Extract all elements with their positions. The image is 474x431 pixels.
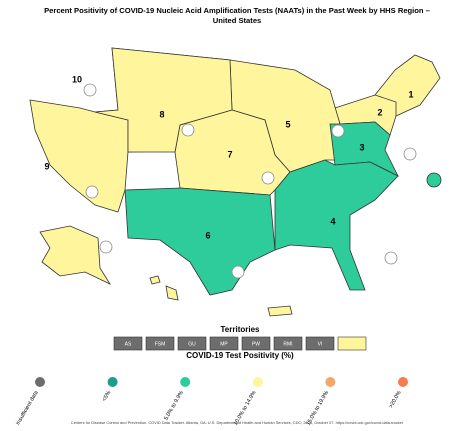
legend-swatch: [107, 377, 118, 387]
region-label: 4: [330, 216, 335, 226]
legend-swatch: [252, 377, 263, 387]
region-label: 6: [205, 230, 210, 240]
region-label: 2: [377, 107, 382, 117]
region-shape: [124, 187, 276, 296]
territory-label: FSM: [155, 342, 166, 348]
marker: [261, 171, 275, 185]
territory-label: VI: [318, 342, 323, 348]
region-shape: [274, 159, 399, 291]
marker: [231, 265, 245, 279]
legend-title: COVID-19 Test Positivity (%): [186, 351, 294, 360]
marker: [403, 147, 417, 161]
territory-label: PW: [252, 342, 260, 348]
region-label: 9: [44, 161, 49, 171]
territory-box: [177, 336, 207, 351]
legend-label: Insufficient data: [15, 389, 40, 426]
marker: [181, 123, 195, 137]
marker: [85, 185, 99, 199]
map: [29, 47, 442, 317]
territory-box: [241, 336, 271, 351]
dc-shape: [426, 172, 442, 188]
marker: [331, 124, 345, 138]
marker: [83, 83, 97, 97]
territory-box: [145, 336, 175, 351]
legend-label: <5%: [102, 390, 113, 403]
alaska-shape: [39, 225, 112, 285]
marker: [99, 240, 113, 254]
territory-box: [113, 336, 143, 351]
legend-swatch: [398, 377, 408, 387]
territory-box: [273, 336, 303, 351]
region-labels: 1 2 3 4 5 6 7 8 9 10: [44, 74, 413, 240]
region-label: 1: [408, 89, 413, 99]
region-label: 7: [227, 149, 232, 159]
territory-label: MP: [220, 342, 228, 348]
legend-swatch: [35, 377, 45, 387]
territory-label: AS: [125, 342, 132, 348]
region-label: 10: [72, 74, 82, 84]
marker: [384, 251, 398, 265]
territory-label: RMI: [283, 342, 292, 348]
territory-box: [305, 336, 335, 351]
region-shape: [94, 47, 233, 153]
legend-swatch: [325, 377, 336, 387]
territory-box: [209, 336, 239, 351]
region-label: 3: [359, 142, 364, 152]
legend-swatch: [180, 377, 191, 387]
region-shape: [29, 99, 129, 213]
territories: AS FSM GU MP PW RMI VI: [113, 336, 367, 351]
territory-label: GU: [188, 342, 196, 348]
region-label: 5: [285, 119, 290, 129]
territory-box: [337, 336, 367, 351]
title: Percent Positivity of COVID-19 Nucleic A…: [44, 6, 430, 25]
region-label: 8: [159, 109, 164, 119]
territories-title: Territories: [221, 325, 261, 334]
footer: Centers for Disease Control and Preventi…: [71, 420, 404, 425]
puerto-rico-shape: [267, 305, 293, 317]
legend-label: 5.0% to 9.9%: [163, 390, 185, 421]
hawaii-shape: [165, 285, 179, 301]
legend-label: >20.0%: [388, 390, 403, 409]
hawaii-shape: [149, 275, 161, 285]
